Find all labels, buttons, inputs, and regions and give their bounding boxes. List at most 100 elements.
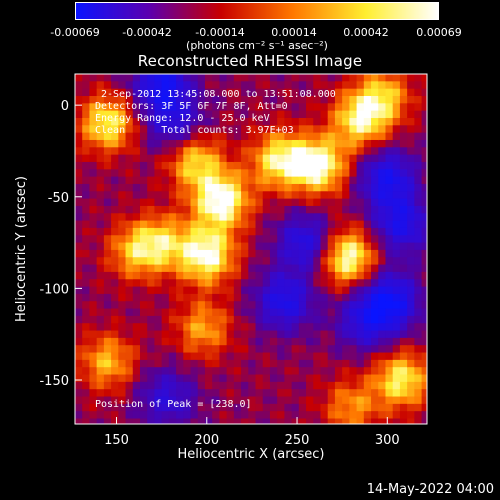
heatmap-cell: [277, 374, 285, 383]
heatmap-cell: [82, 154, 91, 163]
heatmap-cell: [82, 345, 91, 354]
heatmap-cell: [154, 227, 163, 236]
heatmap-cell: [421, 95, 427, 104]
heatmap-cell: [233, 315, 242, 324]
heatmap-cell: [111, 337, 119, 346]
heatmap-cell: [248, 389, 257, 398]
heatmap-cell: [349, 286, 358, 295]
heatmap-cell: [298, 161, 307, 170]
heatmap-cell: [183, 132, 192, 141]
heatmap-cell: [284, 286, 293, 295]
heatmap-cell: [306, 359, 314, 368]
heatmap-cell: [378, 213, 387, 222]
heatmap-cell: [212, 257, 221, 266]
heatmap-cell: [212, 330, 221, 339]
heatmap-cell: [233, 257, 242, 266]
heatmap-cell: [147, 264, 156, 273]
heatmap-cell: [168, 81, 177, 90]
heatmap-cell: [327, 81, 336, 90]
heatmap-cell: [277, 169, 285, 178]
heatmap-cell: [298, 315, 307, 324]
heatmap-cell: [154, 264, 163, 273]
heatmap-cell: [277, 293, 285, 302]
heatmap-cell: [111, 117, 119, 126]
heatmap-cell: [313, 257, 322, 266]
heatmap-cell: [284, 198, 293, 207]
heatmap-cell: [183, 125, 192, 134]
colorbar-units-label: (photons cm⁻² s⁻¹ asec⁻²): [186, 39, 328, 52]
heatmap-cell: [320, 139, 329, 148]
heatmap-cell: [291, 235, 300, 244]
heatmap-cell: [204, 235, 213, 244]
heatmap-cell: [248, 403, 257, 412]
heatmap-cell: [306, 147, 314, 156]
heatmap-cell: [334, 374, 343, 383]
heatmap-cell: [378, 308, 387, 317]
heatmap-cell: [176, 301, 184, 310]
heatmap-cell: [414, 227, 423, 236]
heatmap-cell: [392, 81, 401, 90]
heatmap-cell: [233, 345, 242, 354]
heatmap-cell: [75, 257, 83, 266]
heatmap-cell: [168, 286, 177, 295]
heatmap-cell: [132, 169, 141, 178]
heatmap-cell: [269, 257, 278, 266]
heatmap-cell: [291, 198, 300, 207]
heatmap-cell: [89, 242, 98, 251]
heatmap-cell: [363, 337, 372, 346]
heatmap-cell: [176, 205, 184, 214]
heatmap-cell: [176, 315, 184, 324]
heatmap-cell: [399, 191, 408, 200]
heatmap-cell: [298, 125, 307, 134]
heatmap-cell: [414, 257, 423, 266]
heatmap-cell: [399, 367, 408, 376]
heatmap-cell: [262, 183, 271, 192]
heatmap-cell: [96, 132, 105, 141]
heatmap-cell: [132, 411, 141, 420]
heatmap-cell: [75, 95, 83, 104]
heatmap-cell: [385, 103, 394, 112]
heatmap-cell: [392, 293, 401, 302]
heatmap-cell: [219, 337, 228, 346]
heatmap-cell: [111, 183, 119, 192]
heatmap-cell: [255, 403, 264, 412]
heatmap-cell: [241, 286, 249, 295]
heatmap-cell: [204, 308, 213, 317]
heatmap-cell: [125, 279, 134, 288]
heatmap-cell: [320, 176, 329, 185]
heatmap-cell: [212, 198, 221, 207]
heatmap-cell: [378, 147, 387, 156]
heatmap-cell: [349, 345, 358, 354]
heatmap-cell: [75, 183, 83, 192]
heatmap-cell: [306, 132, 314, 141]
heatmap-cell: [219, 169, 228, 178]
heatmap-cell: [262, 198, 271, 207]
heatmap-cell: [277, 337, 285, 346]
heatmap-cell: [168, 161, 177, 170]
heatmap-cell: [371, 352, 379, 361]
heatmap-cell: [284, 389, 293, 398]
heatmap-cell: [226, 279, 235, 288]
heatmap-cell: [313, 411, 322, 420]
heatmap-cell: [219, 95, 228, 104]
heatmap-cell: [212, 154, 221, 163]
heatmap-cell: [320, 279, 329, 288]
heatmap-cell: [284, 103, 293, 112]
heatmap-cell: [298, 389, 307, 398]
heatmap-cell: [255, 95, 264, 104]
heatmap-cell: [183, 403, 192, 412]
heatmap-cell: [371, 301, 379, 310]
heatmap-cell: [89, 176, 98, 185]
heatmap-cell: [291, 220, 300, 229]
heatmap-cell: [291, 271, 300, 280]
heatmap-cell: [392, 213, 401, 222]
heatmap-cell: [327, 117, 336, 126]
heatmap-cell: [125, 205, 134, 214]
heatmap-cell: [190, 374, 199, 383]
heatmap-cell: [190, 389, 199, 398]
heatmap-cell: [284, 110, 293, 119]
heatmap-cell: [190, 161, 199, 170]
heatmap-cell: [378, 323, 387, 332]
heatmap-cell: [183, 161, 192, 170]
heatmap-cell: [212, 191, 221, 200]
